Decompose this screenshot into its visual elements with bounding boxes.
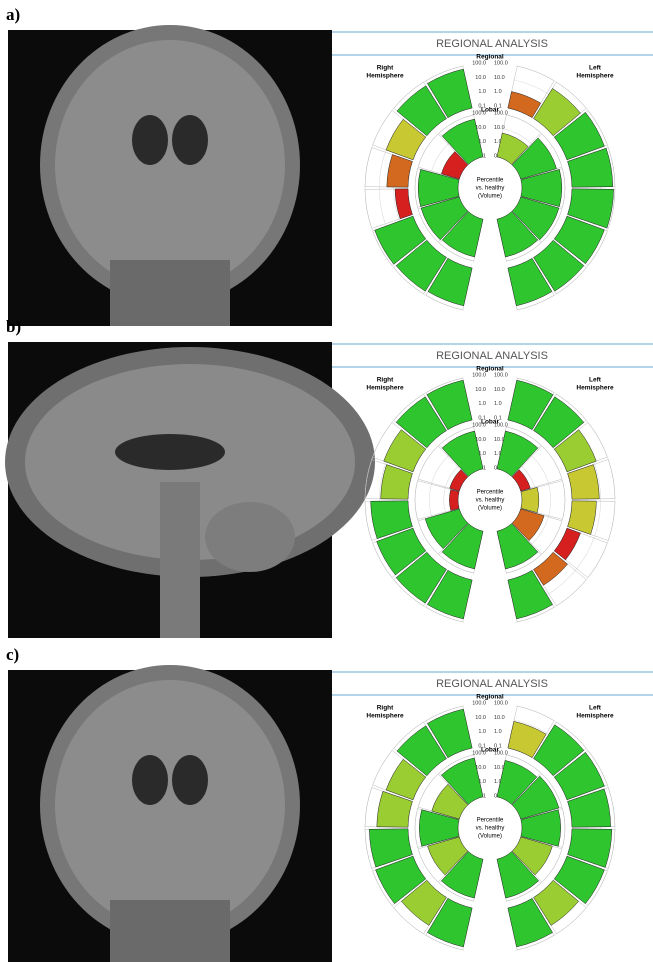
hemisphere-label: Left xyxy=(589,377,602,384)
neck xyxy=(110,260,230,326)
hemisphere-label: Hemisphere xyxy=(576,385,614,392)
hemisphere-label: Hemisphere xyxy=(366,713,404,720)
chart-title: REGIONAL ANALYSIS xyxy=(436,38,548,50)
regional-bar xyxy=(387,155,413,188)
center-label: (Volume) xyxy=(478,194,502,200)
brain xyxy=(55,680,285,930)
outer-label: Regional xyxy=(476,694,504,701)
r-tick-label: 10.0 xyxy=(475,387,486,393)
regional-bar xyxy=(568,501,597,535)
inner-label: Lobar xyxy=(481,419,500,426)
regional-bar xyxy=(395,189,412,219)
center-label: Percentile xyxy=(477,490,504,496)
r-tick-label: 1.0 xyxy=(478,401,486,407)
ventricle-r xyxy=(172,115,208,165)
outer-label: Regional xyxy=(476,366,504,373)
panel-label: b) xyxy=(6,317,21,336)
mri-image xyxy=(8,25,332,326)
r-tick-label: 1.0 xyxy=(494,729,502,735)
brain xyxy=(55,40,285,290)
center-label: vs. healthy xyxy=(476,498,505,504)
hemisphere-label: Hemisphere xyxy=(366,385,404,392)
chart-title: REGIONAL ANALYSIS xyxy=(436,350,548,362)
figure: a)b)c)REGIONAL ANALYSIS0.10.10.10.11.01.… xyxy=(0,0,653,962)
lobar-bar xyxy=(521,487,539,512)
hemisphere-label: Right xyxy=(377,65,394,72)
center-label: Percentile xyxy=(477,818,504,824)
r-tick-label: 10.0 xyxy=(475,715,486,721)
r-tick-label: 100.0 xyxy=(494,700,508,706)
cerebellum xyxy=(205,502,295,572)
hemisphere-label: Right xyxy=(377,377,394,384)
r-tick-label: 1.0 xyxy=(494,89,502,95)
hemisphere-label: Left xyxy=(589,705,602,712)
center-label: (Volume) xyxy=(478,506,502,512)
ventricle-l xyxy=(132,755,168,805)
hemisphere-label: Left xyxy=(589,65,602,72)
center-label: vs. healthy xyxy=(476,826,505,832)
r-tick-label: 1.0 xyxy=(494,401,502,407)
mri-image xyxy=(5,342,375,638)
r-tick-label: 1.0 xyxy=(478,89,486,95)
r-tick-label: 100.0 xyxy=(472,60,486,66)
r-tick-label: 100.0 xyxy=(494,60,508,66)
r-tick-label: 100.0 xyxy=(472,700,486,706)
hemisphere-label: Hemisphere xyxy=(366,73,404,80)
chart-title: REGIONAL ANALYSIS xyxy=(436,678,548,690)
r-tick-label: 10.0 xyxy=(494,75,505,81)
ventricle xyxy=(115,434,225,470)
center-label: Percentile xyxy=(477,178,504,184)
inner-label: Lobar xyxy=(481,747,500,754)
regional-bar xyxy=(554,528,580,560)
r-tick-label: 1.0 xyxy=(478,729,486,735)
r-tick-label: 100.0 xyxy=(494,372,508,378)
panel-label: c) xyxy=(6,645,19,664)
center-label: (Volume) xyxy=(478,834,502,840)
mri-image xyxy=(8,665,332,962)
neck xyxy=(110,900,230,962)
r-tick-label: 10.0 xyxy=(475,75,486,81)
hemisphere-label: Hemisphere xyxy=(576,73,614,80)
center-label: vs. healthy xyxy=(476,186,505,192)
brainstem xyxy=(160,482,200,638)
panel-label: a) xyxy=(6,5,20,24)
r-tick-label: 10.0 xyxy=(494,715,505,721)
r-tick-label: 10.0 xyxy=(494,387,505,393)
hemisphere-label: Right xyxy=(377,705,394,712)
inner-label: Lobar xyxy=(481,107,500,114)
regional-bar xyxy=(508,92,541,118)
r-tick-label: 100.0 xyxy=(472,372,486,378)
outer-label: Regional xyxy=(476,54,504,61)
ventricle-r xyxy=(172,755,208,805)
ventricle-l xyxy=(132,115,168,165)
hemisphere-label: Hemisphere xyxy=(576,713,614,720)
lobar-bar xyxy=(449,489,459,510)
